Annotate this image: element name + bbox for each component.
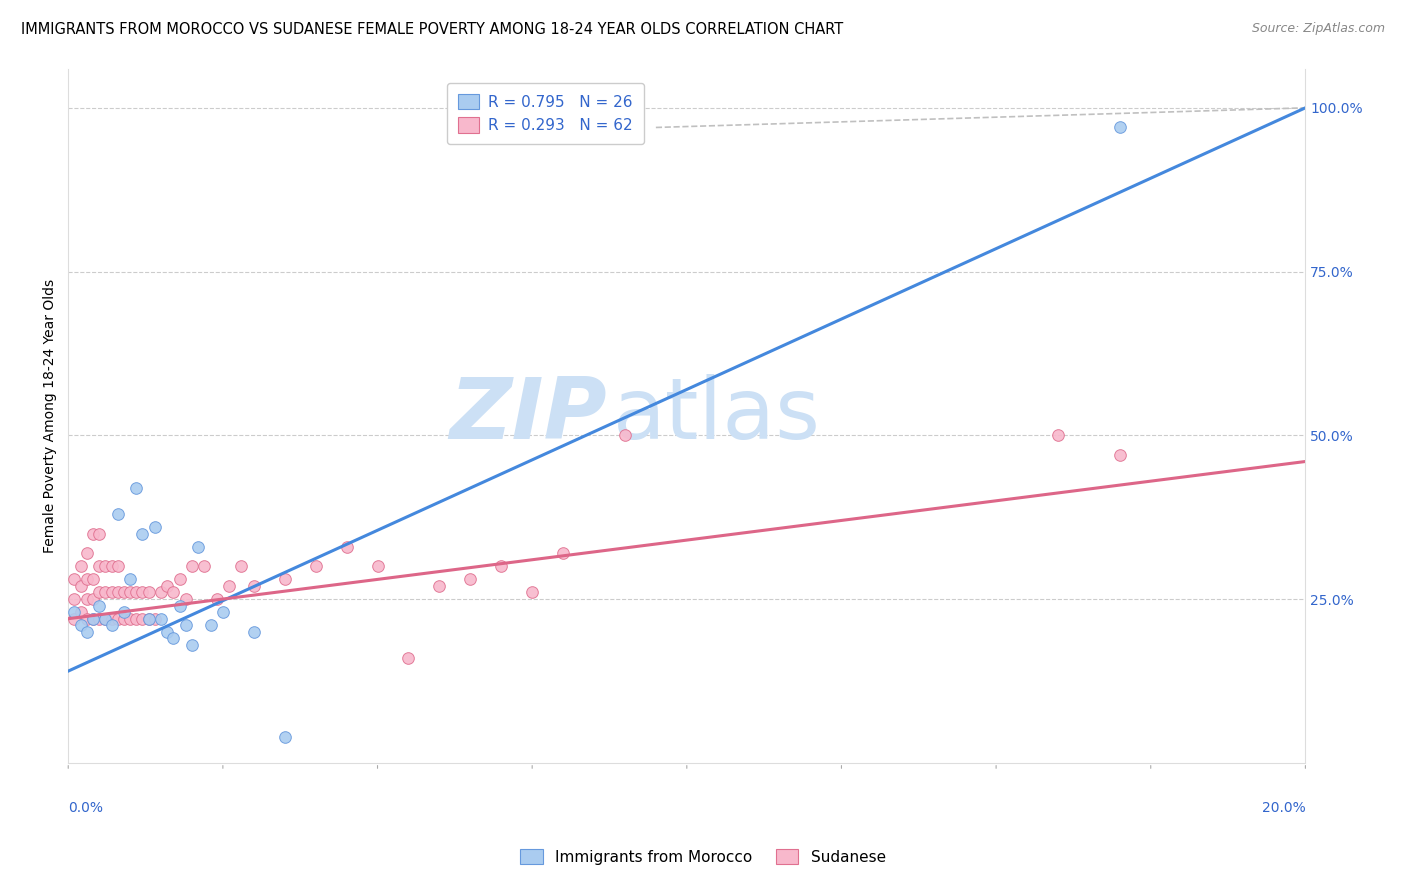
Point	[120, 585, 142, 599]
Point	[243, 624, 266, 639]
Point	[82, 592, 104, 607]
Point	[63, 612, 86, 626]
Point	[76, 612, 98, 626]
Point	[274, 573, 297, 587]
Point	[187, 540, 209, 554]
Point	[138, 585, 160, 599]
Point	[489, 559, 512, 574]
Point	[169, 573, 191, 587]
Point	[367, 559, 389, 574]
Point	[125, 481, 148, 495]
Point	[69, 618, 91, 632]
Point	[69, 605, 91, 619]
Point	[150, 585, 173, 599]
Point	[89, 559, 111, 574]
Point	[82, 526, 104, 541]
Point	[205, 592, 228, 607]
Text: Source: ZipAtlas.com: Source: ZipAtlas.com	[1251, 22, 1385, 36]
Point	[131, 612, 153, 626]
Point	[274, 730, 297, 744]
Point	[193, 559, 215, 574]
Point	[89, 612, 111, 626]
Text: atlas: atlas	[613, 374, 821, 458]
Text: ZIP: ZIP	[449, 374, 606, 458]
Point	[551, 546, 574, 560]
Point	[429, 579, 451, 593]
Point	[613, 428, 636, 442]
Point	[150, 612, 173, 626]
Point	[107, 612, 129, 626]
Point	[138, 612, 160, 626]
Point	[107, 559, 129, 574]
Point	[162, 585, 184, 599]
Point	[398, 651, 420, 665]
Point	[200, 618, 222, 632]
Point	[107, 507, 129, 521]
Point	[143, 612, 166, 626]
Point	[100, 618, 122, 632]
Text: IMMIGRANTS FROM MOROCCO VS SUDANESE FEMALE POVERTY AMONG 18-24 YEAR OLDS CORRELA: IMMIGRANTS FROM MOROCCO VS SUDANESE FEMA…	[21, 22, 844, 37]
Point	[1108, 120, 1130, 135]
Point	[69, 559, 91, 574]
Point	[212, 605, 235, 619]
Point	[76, 573, 98, 587]
Point	[63, 605, 86, 619]
Point	[76, 592, 98, 607]
Point	[131, 526, 153, 541]
Point	[112, 585, 135, 599]
Point	[82, 612, 104, 626]
Legend: R = 0.795   N = 26, R = 0.293   N = 62: R = 0.795 N = 26, R = 0.293 N = 62	[447, 83, 644, 145]
Point	[120, 612, 142, 626]
Point	[112, 612, 135, 626]
Point	[100, 612, 122, 626]
Point	[243, 579, 266, 593]
Point	[181, 559, 204, 574]
Point	[112, 605, 135, 619]
Point	[76, 624, 98, 639]
Point	[82, 612, 104, 626]
Point	[94, 559, 117, 574]
Point	[156, 624, 179, 639]
Point	[218, 579, 240, 593]
Legend: Immigrants from Morocco, Sudanese: Immigrants from Morocco, Sudanese	[515, 843, 891, 871]
Point	[336, 540, 359, 554]
Point	[89, 599, 111, 613]
Point	[1046, 428, 1069, 442]
Point	[94, 612, 117, 626]
Point	[143, 520, 166, 534]
Point	[1108, 448, 1130, 462]
Point	[63, 573, 86, 587]
Text: 0.0%: 0.0%	[69, 801, 103, 815]
Point	[156, 579, 179, 593]
Point	[89, 526, 111, 541]
Text: 20.0%: 20.0%	[1261, 801, 1305, 815]
Point	[520, 585, 543, 599]
Y-axis label: Female Poverty Among 18-24 Year Olds: Female Poverty Among 18-24 Year Olds	[44, 278, 58, 553]
Point	[174, 618, 197, 632]
Point	[100, 559, 122, 574]
Point	[162, 632, 184, 646]
Point	[107, 585, 129, 599]
Point	[63, 592, 86, 607]
Point	[181, 638, 204, 652]
Point	[305, 559, 328, 574]
Point	[131, 585, 153, 599]
Point	[125, 585, 148, 599]
Point	[94, 585, 117, 599]
Point	[69, 579, 91, 593]
Point	[231, 559, 253, 574]
Point	[174, 592, 197, 607]
Point	[120, 573, 142, 587]
Point	[460, 573, 482, 587]
Point	[89, 585, 111, 599]
Point	[138, 612, 160, 626]
Point	[125, 612, 148, 626]
Point	[100, 585, 122, 599]
Point	[169, 599, 191, 613]
Point	[76, 546, 98, 560]
Point	[82, 573, 104, 587]
Point	[94, 612, 117, 626]
